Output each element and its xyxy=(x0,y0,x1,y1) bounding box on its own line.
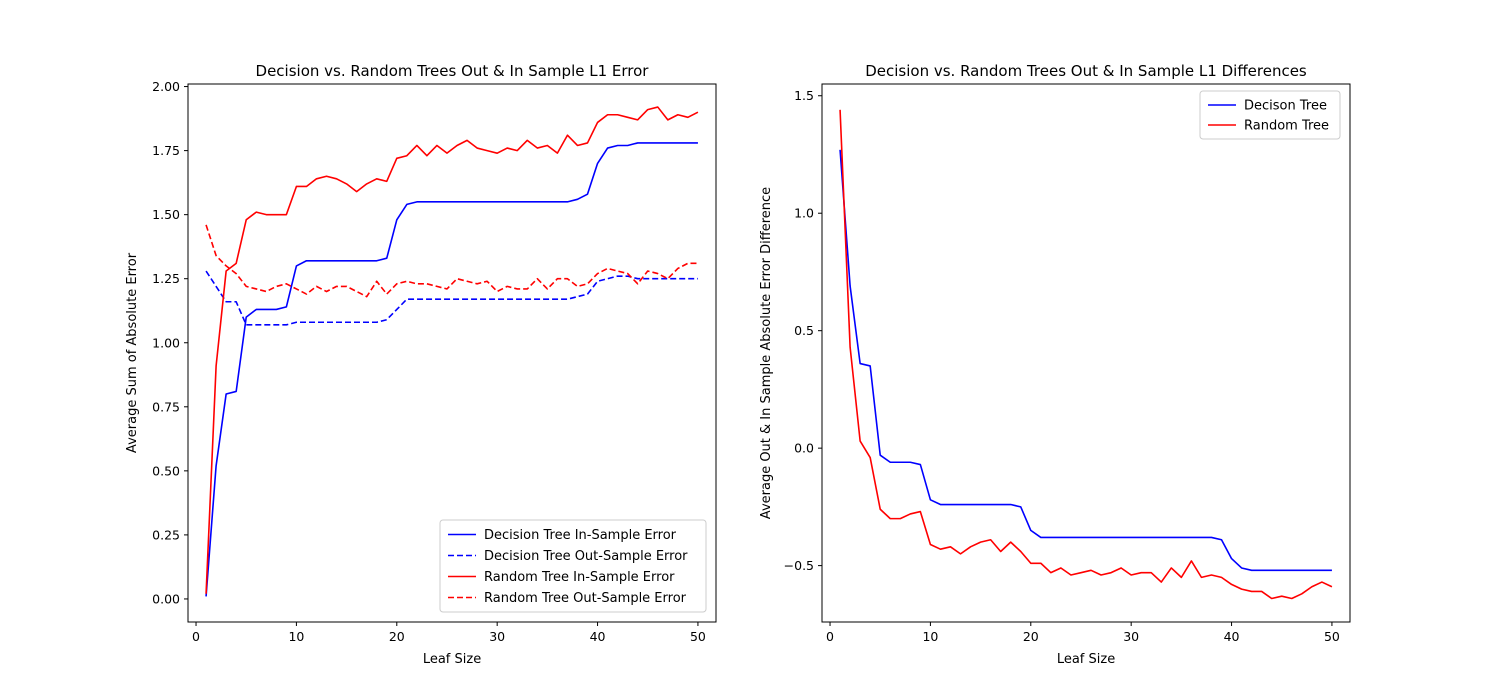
x-axis-label: Leaf Size xyxy=(423,652,481,667)
difference-chart: 0 10 20 30 40 50 −0.5 0.0 0.5 1.0 1.5 Decision vs. … xyxy=(759,62,1351,667)
legend-box xyxy=(439,519,707,613)
x-tick-label: 10 xyxy=(922,629,938,644)
x-tick-label: 50 xyxy=(690,629,706,644)
y-tick-label: 1.0 xyxy=(794,206,814,221)
y-tick-label: 2.00 xyxy=(152,79,180,94)
plot-frame xyxy=(821,83,1351,623)
series-line-0-3 xyxy=(205,224,698,298)
x-axis-label: Leaf Size xyxy=(1057,652,1115,667)
x-tick-label: 0 xyxy=(826,629,834,644)
y-tick-label: 1.5 xyxy=(794,88,814,103)
x-tick-label: 20 xyxy=(1023,629,1039,644)
y-tick-label: 0.50 xyxy=(152,463,180,478)
legend-label: Decison Tree xyxy=(1244,99,1327,114)
series-line-0-0 xyxy=(205,142,698,597)
legend-label: Random Tree Out-Sample Error xyxy=(484,591,687,606)
legend-label: Random Tree In-Sample Error xyxy=(484,570,675,585)
series-line-0-1 xyxy=(205,270,698,326)
y-axis-label: Average Sum of Absolute Error xyxy=(125,252,140,453)
legend-box xyxy=(1199,90,1341,140)
y-tick-label: 0.5 xyxy=(794,323,814,338)
y-tick-label: 1.00 xyxy=(152,335,180,350)
x-tick-label: 30 xyxy=(1123,629,1139,644)
y-tick-label: −0.5 xyxy=(784,558,814,573)
legend-label: Random Tree xyxy=(1244,119,1329,134)
y-tick-label: 0.25 xyxy=(152,527,180,542)
x-tick-label: 40 xyxy=(1224,629,1240,644)
legend-label: Decision Tree Out-Sample Error xyxy=(484,549,688,564)
y-tick-label: 0.0 xyxy=(794,441,814,456)
chart-title: Decision vs. Random Trees Out & In Sampl… xyxy=(865,62,1307,80)
x-tick-label: 30 xyxy=(489,629,505,644)
plot-frame xyxy=(187,83,717,623)
x-tick-label: 0 xyxy=(192,629,200,644)
series-line-1-1 xyxy=(839,109,1333,600)
y-tick-label: 1.75 xyxy=(152,143,180,158)
legend: Decison Tree Random Tree xyxy=(1199,90,1341,140)
y-tick-label: 1.25 xyxy=(152,271,180,286)
y-tick-label: 1.50 xyxy=(152,207,180,222)
error-chart: 0 10 20 30 40 50 0.00 0.25 0.50 0.75 1.00 1.25 1.50 1… xyxy=(125,62,717,667)
series-line-1-0 xyxy=(839,149,1332,572)
chart-title: Decision vs. Random Trees Out & In Sampl… xyxy=(256,62,650,80)
legend-label: Decision Tree In-Sample Error xyxy=(484,528,677,543)
y-tick-label: 0.75 xyxy=(152,399,180,414)
y-tick-label: 0.00 xyxy=(152,591,180,606)
x-tick-label: 10 xyxy=(288,629,304,644)
x-tick-label: 20 xyxy=(389,629,405,644)
series-line-0-2 xyxy=(205,106,699,594)
x-tick-label: 40 xyxy=(590,629,606,644)
y-axis-label: Average Out & In Sample Absolute Error D… xyxy=(759,187,774,519)
legend: Decision Tree In-Sample Error Decision Tr… xyxy=(439,519,707,613)
x-tick-label: 50 xyxy=(1324,629,1340,644)
